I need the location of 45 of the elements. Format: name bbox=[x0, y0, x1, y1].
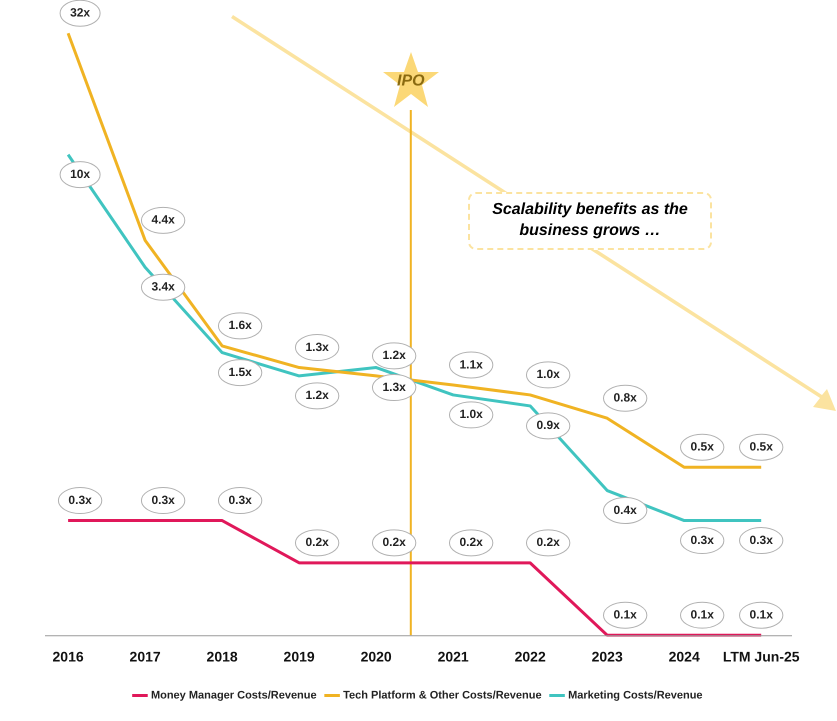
annotation: Scalability benefits as the business grows … bbox=[468, 192, 712, 250]
x-tick-label: 2021 bbox=[438, 648, 469, 664]
legend-label: Tech Platform & Other Costs/Revenue bbox=[343, 690, 542, 702]
data-label: 1.3x bbox=[382, 380, 406, 394]
data-label: 3.4x bbox=[151, 280, 176, 294]
data-label: 1.6x bbox=[228, 318, 252, 332]
x-tick-label: 2018 bbox=[206, 648, 238, 664]
data-label: 0.3x bbox=[151, 492, 176, 507]
data-label: 0.1x bbox=[750, 608, 774, 622]
x-tick-label: 2022 bbox=[514, 648, 546, 664]
data-label: 1.3x bbox=[305, 340, 330, 354]
legend-label: Marketing Costs/Revenue bbox=[568, 690, 703, 702]
data-label: 0.3x bbox=[750, 532, 774, 547]
data-label: 1.5x bbox=[228, 364, 252, 379]
x-tick-label: 2016 bbox=[52, 648, 84, 664]
legend-label: Money Manager Costs/Revenue bbox=[150, 690, 317, 702]
data-label: 0.3x bbox=[690, 532, 714, 547]
data-label: 10x bbox=[70, 166, 90, 181]
x-tick-label: LTM Jun-25 bbox=[722, 648, 800, 664]
ref-line-label: IPO bbox=[397, 72, 426, 90]
data-label: 0.1x bbox=[690, 608, 714, 622]
data-label: 0.3x bbox=[68, 492, 92, 507]
data-label: 0.9x bbox=[536, 418, 560, 432]
data-label: 1.1x bbox=[459, 357, 484, 372]
data-label: 0.1x bbox=[613, 608, 638, 622]
x-tick-label: 2019 bbox=[284, 648, 315, 664]
data-label: 0.5x bbox=[750, 440, 774, 454]
data-label: 32x bbox=[70, 6, 90, 20]
data-label: 1.0x bbox=[536, 367, 560, 382]
data-label: 0.2x bbox=[382, 535, 406, 550]
x-tick-label: 2020 bbox=[360, 648, 392, 664]
data-label: 0.2x bbox=[536, 535, 560, 550]
data-label: 0.8x bbox=[613, 390, 638, 405]
data-label: 0.3x bbox=[228, 492, 252, 507]
data-label: 0.5x bbox=[690, 440, 714, 454]
data-label: 0.2x bbox=[305, 535, 330, 550]
x-tick-label: 2024 bbox=[668, 648, 700, 664]
data-label: 1.2x bbox=[382, 348, 406, 362]
data-label: 1.2x bbox=[305, 388, 330, 402]
x-tick-label: 2017 bbox=[130, 648, 161, 664]
data-label: 0.2x bbox=[459, 535, 484, 550]
data-label: 4.4x bbox=[151, 212, 176, 227]
data-label: 1.0x bbox=[459, 407, 484, 422]
data-label: 0.4x bbox=[613, 502, 638, 517]
x-tick-label: 2023 bbox=[592, 648, 623, 664]
